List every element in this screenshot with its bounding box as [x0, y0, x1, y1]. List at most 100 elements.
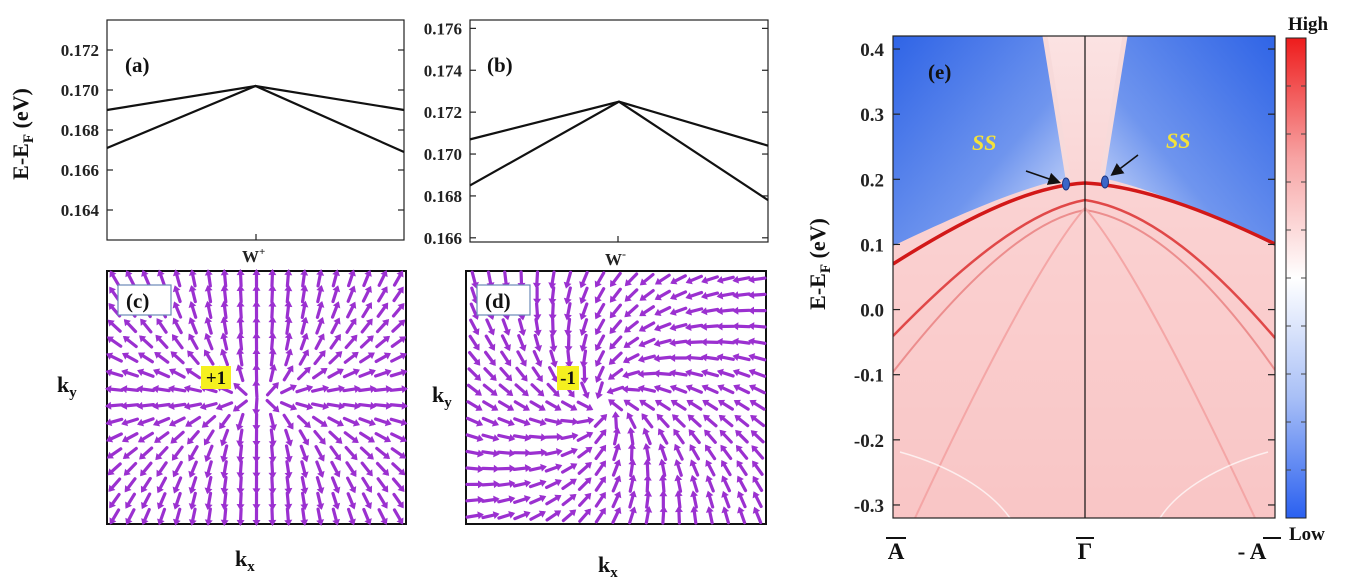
field-arrowhead: [550, 360, 558, 368]
field-arrowhead: [733, 399, 741, 407]
field-arrowhead: [398, 468, 406, 476]
field-arrowhead: [551, 375, 559, 383]
field-arrowhead: [685, 307, 692, 316]
field-arrowhead: [236, 316, 245, 323]
field-arrowhead: [716, 368, 724, 377]
field-arrowhead: [204, 284, 213, 292]
field-arrowhead: [382, 468, 390, 476]
field-arrowhead: [673, 443, 682, 451]
field-arrowhead: [300, 269, 309, 276]
field-arrowhead: [594, 359, 602, 367]
field-arrowhead: [492, 511, 500, 520]
field-arrowhead: [491, 419, 499, 427]
panel-d-vector-field: [465, 270, 767, 525]
ytick-label: 0.168: [424, 187, 462, 206]
field-arrowhead: [584, 461, 592, 469]
field-arrowhead: [290, 403, 298, 411]
field-arrowhead: [609, 326, 617, 335]
field-arrowhead: [302, 349, 310, 357]
field-arrowhead: [732, 368, 740, 377]
field-arrowhead: [365, 485, 373, 493]
field-arrowhead: [121, 435, 130, 443]
field-arrowhead: [300, 471, 309, 479]
field-arrowhead: [384, 418, 392, 427]
field-arrowhead: [520, 374, 528, 382]
field-arrowhead: [233, 382, 241, 390]
field-arrowhead: [637, 370, 644, 379]
field-arrowhead: [382, 335, 391, 343]
field-arrowhead: [539, 494, 547, 503]
field-arrowhead: [594, 280, 602, 288]
field-arrowhead: [477, 449, 484, 458]
field-arrowhead: [140, 485, 148, 493]
field-arrowhead: [705, 475, 713, 483]
field-arrowhead: [204, 300, 213, 308]
field-arrowhead: [717, 384, 725, 392]
xtick-a-bar: A: [888, 539, 905, 564]
field-arrowhead: [152, 401, 159, 410]
field-arrowhead: [474, 373, 482, 381]
field-arrowhead: [105, 385, 112, 394]
panel-a-xtick: W+: [242, 246, 265, 266]
series-line-1: [469, 100, 769, 147]
field-arrowhead: [736, 460, 744, 468]
field-arrowhead: [613, 459, 622, 467]
field-arrowhead: [284, 487, 293, 495]
field-arrowhead: [171, 334, 179, 342]
field-arrowhead: [599, 491, 606, 500]
field-arrowhead: [183, 402, 191, 411]
field-arrowhead: [508, 434, 516, 442]
panel-a-ylabel: E-EF (eV): [8, 88, 37, 180]
field-arrowhead: [623, 399, 631, 407]
field-arrowhead: [136, 401, 143, 410]
field-arrowhead: [473, 358, 481, 366]
field-arrowhead: [108, 303, 116, 311]
ytick-label: 0.172: [424, 103, 462, 122]
field-arrowhead: [385, 401, 393, 410]
panel-e-heatmap: [893, 36, 1275, 518]
field-arrowhead: [141, 518, 149, 526]
field-arrowhead: [398, 336, 407, 344]
field-arrowhead: [332, 301, 341, 309]
field-arrowhead: [748, 368, 756, 377]
field-arrowhead: [155, 453, 163, 461]
field-arrowhead: [317, 317, 325, 325]
field-arrowhead: [700, 353, 708, 362]
field-arrowhead: [364, 501, 372, 510]
field-arrowhead: [268, 348, 277, 355]
panel-b-frame: [469, 19, 769, 243]
field-arrowhead: [717, 399, 726, 407]
field-arrowhead: [703, 414, 711, 422]
field-arrowhead: [268, 488, 277, 495]
weyl-point-right: [1101, 175, 1109, 189]
field-arrowhead: [580, 377, 589, 384]
field-arrowhead: [654, 293, 662, 301]
field-arrowhead: [286, 422, 294, 430]
field-arrowhead: [317, 454, 325, 462]
field-arrowhead: [399, 352, 407, 360]
field-arrowhead: [656, 413, 664, 421]
field-arrowhead: [659, 506, 668, 513]
field-arrowhead: [522, 403, 530, 411]
field-arrowhead: [123, 319, 131, 327]
field-arrowhead: [488, 343, 496, 351]
field-arrowhead: [187, 350, 195, 358]
field-arrowhead: [624, 310, 632, 318]
field-arrowhead: [303, 366, 311, 374]
field-arrowhead: [539, 479, 547, 487]
ytick-label: 0.166: [61, 161, 99, 180]
field-arrowhead: [352, 368, 360, 376]
field-arrowhead: [154, 351, 162, 359]
field-arrowhead: [669, 384, 677, 392]
field-arrowhead: [268, 332, 277, 339]
field-arrowhead: [105, 418, 113, 427]
field-arrowhead: [354, 401, 361, 410]
field-arrowhead: [252, 316, 261, 323]
field-arrowhead: [204, 471, 213, 479]
field-arrowhead: [153, 368, 161, 376]
bulk-gap-right: [1102, 36, 1275, 246]
field-arrowhead: [716, 291, 724, 300]
field-arrowhead: [472, 343, 480, 351]
field-arrowhead: [532, 282, 541, 289]
field-arrowhead: [685, 292, 693, 300]
